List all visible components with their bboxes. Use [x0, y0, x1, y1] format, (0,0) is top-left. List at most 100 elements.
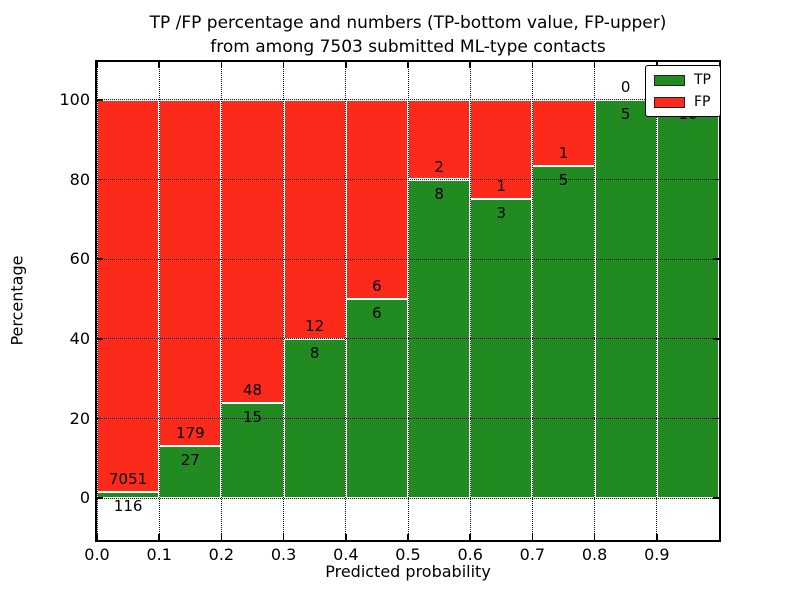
x-tick-mark	[96, 62, 98, 68]
bar-fp-segment	[408, 99, 471, 180]
y-tick-label: 20	[69, 408, 90, 428]
vertical-gridline	[220, 62, 222, 540]
bar-fp-segment	[345, 99, 408, 299]
vertical-gridline	[656, 62, 658, 540]
y-tick-label: 80	[69, 169, 90, 189]
x-tick-mark	[656, 534, 658, 540]
x-tick-mark	[407, 62, 409, 68]
x-tick-label: 0.2	[208, 545, 235, 564]
bar-tp-segment	[470, 199, 533, 499]
horizontal-gridline	[97, 418, 719, 419]
horizontal-gridline	[97, 497, 719, 499]
chart-title-line2: from among 7503 submitted ML-type contac…	[210, 37, 606, 57]
x-tick-label: 0.9	[644, 545, 670, 564]
bar-fp-segment	[97, 99, 160, 492]
vertical-gridline	[407, 62, 409, 540]
x-tick-mark	[220, 534, 223, 540]
legend: TP FP	[645, 65, 721, 117]
x-tick-label: 0.5	[395, 545, 421, 564]
x-tick-mark	[469, 534, 471, 540]
chart-title-line1: TP /FP percentage and numbers (TP-bottom…	[149, 13, 667, 33]
x-tick-mark	[593, 62, 596, 68]
x-tick-mark	[220, 62, 223, 68]
chart-title: TP /FP percentage and numbers (TP-bottom…	[16, 11, 800, 59]
fp-legend-label: FP	[694, 94, 711, 110]
y-tick-mark	[713, 417, 719, 420]
vertical-gridline	[283, 62, 285, 540]
x-tick-mark	[531, 62, 534, 68]
x-tick-mark	[158, 534, 160, 540]
bar-tp-segment	[532, 166, 595, 499]
tp-count-label: 5	[620, 104, 631, 123]
bar-tp-segment	[221, 403, 284, 499]
bar-fp-segment	[283, 99, 346, 339]
bar-tp-segment	[656, 99, 719, 499]
x-tick-label: 0.0	[84, 545, 110, 564]
tp-count-label: 27	[180, 450, 200, 469]
y-tick-mark	[97, 338, 103, 340]
y-tick-label: 0	[79, 488, 90, 508]
tp-count-label: 6	[372, 304, 382, 322]
x-tick-mark	[345, 62, 347, 68]
x-tick-label: 0.1	[146, 545, 172, 564]
x-tick-label: 0.7	[519, 545, 546, 564]
fp-count-label: 2	[434, 157, 444, 176]
horizontal-gridline	[97, 99, 719, 101]
fp-count-label: 179	[175, 423, 205, 442]
bar-tp-segment	[97, 491, 160, 499]
x-tick-label: 0.4	[333, 545, 359, 564]
tp-count-label: 8	[434, 184, 444, 203]
y-tick-mark	[97, 258, 103, 260]
y-tick-label: 60	[69, 249, 90, 269]
bar-tp-segment	[159, 445, 222, 499]
x-tick-mark	[282, 534, 285, 540]
y-tick-mark	[97, 497, 103, 499]
fp-count-label: 12	[305, 316, 325, 335]
x-tick-label: 0.8	[581, 545, 608, 564]
y-tick-label: 100	[59, 89, 90, 109]
legend-item-fp: FP	[654, 95, 711, 109]
x-tick-mark	[158, 62, 160, 68]
tp-count-label: 116	[113, 496, 143, 515]
vertical-gridline	[345, 62, 347, 540]
vertical-gridline	[531, 62, 533, 540]
fp-legend-swatch-icon	[654, 96, 685, 108]
y-tick-mark	[97, 417, 103, 420]
fp-count-label: 1	[558, 144, 569, 163]
x-tick-mark	[345, 534, 347, 540]
y-tick-mark	[97, 99, 103, 101]
fp-count-label: 1	[496, 177, 507, 196]
bar-tp-segment	[594, 99, 657, 499]
horizontal-gridline	[97, 258, 719, 260]
x-tick-mark	[531, 534, 534, 540]
vertical-gridline	[158, 62, 160, 540]
tp-count-label: 15	[242, 408, 263, 427]
y-tick-mark	[713, 178, 719, 181]
x-tick-mark	[407, 534, 409, 540]
x-axis-label: Predicted probability	[325, 562, 491, 581]
horizontal-gridline	[97, 179, 719, 180]
bar-fp-segment	[532, 99, 595, 167]
horizontal-gridline	[97, 338, 719, 340]
y-axis-label: Percentage	[7, 255, 27, 346]
vertical-gridline	[469, 62, 471, 540]
vertical-gridline	[96, 62, 98, 540]
y-tick-mark	[713, 258, 719, 260]
vertical-gridline	[594, 62, 596, 540]
bar-fp-segment	[470, 99, 533, 200]
tp-legend-swatch-icon	[654, 74, 685, 86]
tp-count-label: 3	[496, 204, 507, 223]
x-tick-mark	[96, 534, 98, 540]
bar-fp-segment	[159, 99, 222, 446]
y-tick-mark	[713, 338, 719, 340]
tp-count-label: 5	[558, 171, 569, 190]
x-tick-mark	[593, 534, 596, 540]
x-tick-label: 0.6	[457, 545, 483, 564]
fp-count-label: 7051	[109, 469, 148, 488]
legend-item-tp: TP	[654, 73, 711, 87]
x-tick-mark	[469, 62, 471, 68]
plot-area: TP FP 70511161792748151286628131505010	[95, 60, 721, 542]
y-tick-mark	[97, 178, 103, 181]
y-tick-mark	[713, 497, 719, 499]
